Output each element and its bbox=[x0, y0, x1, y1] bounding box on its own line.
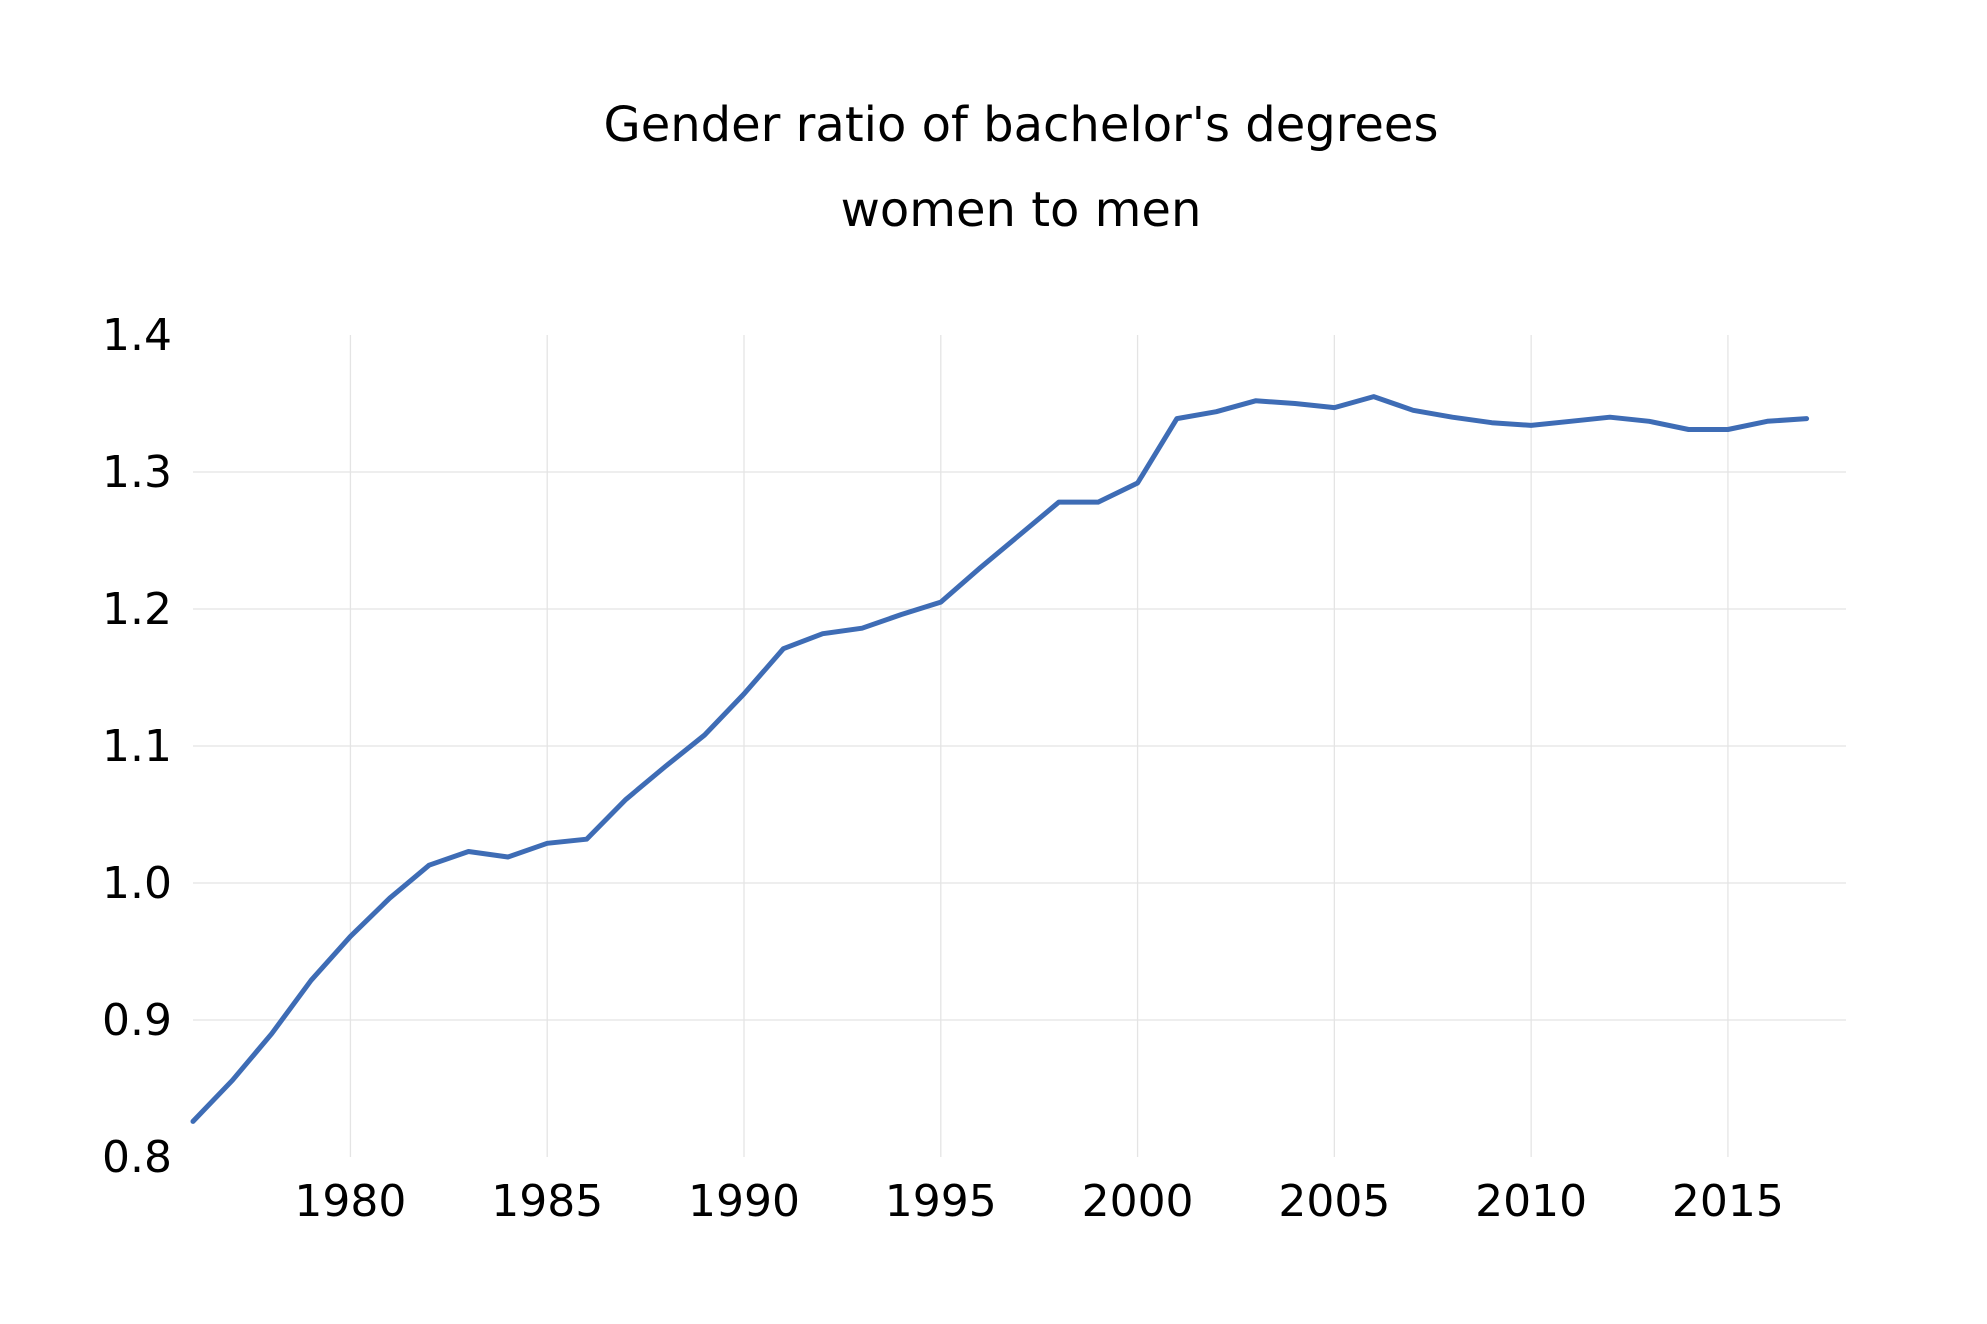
data-point bbox=[1253, 398, 1258, 403]
data-point bbox=[1765, 419, 1770, 424]
data-point bbox=[427, 863, 432, 868]
x-tick-label: 2005 bbox=[1278, 1176, 1390, 1227]
data-point bbox=[309, 978, 314, 983]
data-point bbox=[1568, 419, 1573, 424]
data-point bbox=[466, 849, 471, 854]
x-tick-label: 2015 bbox=[1672, 1176, 1784, 1227]
data-point bbox=[505, 854, 510, 859]
chart-subtitle: women to men bbox=[841, 182, 1202, 238]
x-tick-label: 1985 bbox=[491, 1176, 603, 1227]
plot-area bbox=[190, 394, 1810, 1124]
data-point bbox=[1529, 423, 1534, 428]
y-tick-label: 1.3 bbox=[102, 447, 172, 498]
data-point bbox=[584, 837, 589, 842]
data-point bbox=[820, 631, 825, 636]
x-tick-label: 2000 bbox=[1082, 1176, 1194, 1227]
data-point bbox=[1214, 409, 1219, 414]
x-tick-label: 1995 bbox=[885, 1176, 997, 1227]
data-point bbox=[663, 764, 668, 769]
data-point bbox=[1411, 408, 1416, 413]
data-point bbox=[702, 733, 707, 738]
x-tick-label: 2010 bbox=[1475, 1176, 1587, 1227]
data-point bbox=[742, 691, 747, 696]
gridlines bbox=[193, 335, 1846, 1157]
data-point bbox=[899, 612, 904, 617]
data-point bbox=[781, 646, 786, 651]
data-point bbox=[1096, 500, 1101, 505]
x-tick-label: 1980 bbox=[294, 1176, 406, 1227]
y-tick-label: 1.2 bbox=[102, 584, 172, 635]
y-tick-label: 1.0 bbox=[102, 858, 172, 909]
y-tick-label: 0.8 bbox=[102, 1132, 172, 1183]
data-point bbox=[1332, 405, 1337, 410]
chart-title: Gender ratio of bachelor's degrees bbox=[604, 97, 1439, 153]
data-point bbox=[1174, 416, 1179, 421]
y-tick-label: 1.4 bbox=[102, 310, 172, 361]
data-point bbox=[269, 1031, 274, 1036]
data-point bbox=[1686, 427, 1691, 432]
data-point bbox=[978, 565, 983, 570]
data-point bbox=[1725, 427, 1730, 432]
data-point bbox=[230, 1078, 235, 1083]
x-tick-label: 1990 bbox=[688, 1176, 800, 1227]
data-point bbox=[860, 626, 865, 631]
data-point bbox=[1293, 401, 1298, 406]
data-point bbox=[1056, 500, 1061, 505]
data-point bbox=[545, 841, 550, 846]
data-point bbox=[1017, 533, 1022, 538]
data-point bbox=[387, 896, 392, 901]
data-point bbox=[1607, 415, 1612, 420]
series-line bbox=[190, 394, 1810, 1124]
data-point bbox=[1489, 420, 1494, 425]
data-point bbox=[1135, 480, 1140, 485]
data-point bbox=[938, 600, 943, 605]
data-point bbox=[1371, 394, 1376, 399]
data-point bbox=[1450, 415, 1455, 420]
y-tick-label: 1.1 bbox=[102, 721, 172, 772]
data-point bbox=[623, 797, 628, 802]
y-axis-ticks: 0.8 0.9 1.0 1.1 1.2 1.3 1.4 bbox=[102, 310, 172, 1183]
data-point bbox=[191, 1119, 196, 1124]
x-axis-ticks: 1980 1985 1990 1995 2000 2005 2010 2015 bbox=[294, 1176, 1783, 1227]
data-point bbox=[348, 934, 353, 939]
y-tick-label: 0.9 bbox=[102, 995, 172, 1046]
data-point bbox=[1804, 416, 1809, 421]
data-point bbox=[1647, 419, 1652, 424]
